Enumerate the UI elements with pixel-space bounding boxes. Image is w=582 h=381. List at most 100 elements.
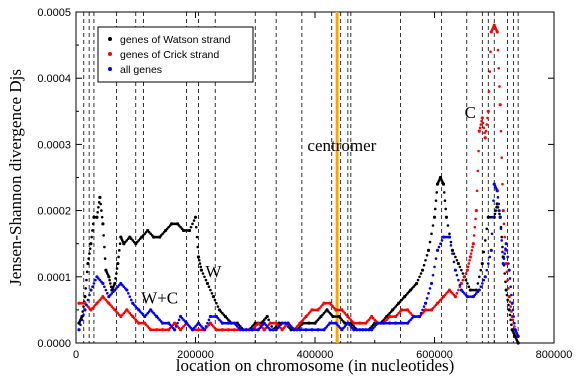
data-point [103,245,106,249]
data-point [504,288,508,292]
data-point [138,310,142,313]
data-point [480,116,484,120]
data-point [510,310,513,313]
y-tick-label: 0.0004 [37,73,71,85]
data-point [194,225,198,229]
data-point [437,245,441,249]
data-point [501,245,504,249]
data-point [213,298,217,302]
data-point [483,275,487,279]
data-point [262,318,266,322]
data-point [422,305,426,308]
data-point [204,278,208,282]
data-point [420,268,425,272]
data-point [500,156,504,159]
data-point [500,239,504,242]
data-point [92,282,96,285]
data-point [443,293,447,297]
data-point [510,301,514,305]
data-point [500,235,504,239]
data-point [81,310,85,313]
data-point [90,235,93,239]
data-point [83,295,87,299]
data-point [461,290,465,293]
data-point [473,293,477,297]
data-point [432,215,437,219]
data-point [477,288,481,292]
data-point [486,109,490,113]
data-point [100,209,103,212]
data-point [88,247,92,250]
data-point [192,326,196,330]
data-point [110,305,114,308]
data-point [328,311,332,315]
data-point [467,285,471,289]
data-point [283,325,287,328]
data-point [442,191,446,194]
data-point [433,305,436,308]
data-point [437,300,441,303]
data-point [394,305,397,308]
data-point [98,298,102,302]
data-point [216,316,220,320]
data-point [507,308,511,312]
data-point [455,273,459,277]
data-point [409,318,412,322]
data-point [316,318,320,322]
legend-label: genes of Crick strand [120,49,219,61]
data-point [203,275,206,279]
data-point [505,249,509,252]
data-point [168,323,172,327]
data-point [83,308,87,312]
data-point [129,237,133,241]
data-point [298,325,302,328]
data-point [193,215,198,219]
data-point [289,325,293,328]
data-point [489,248,493,252]
data-point [91,285,94,289]
data-point [168,326,172,330]
data-point [101,281,105,286]
data-point [319,305,323,308]
data-point [493,212,497,216]
legend: genes of Watson strand genes of Crick str… [97,26,254,83]
data-point [492,199,495,202]
data-point [253,325,257,328]
data-point [349,325,353,328]
data-point [206,321,209,325]
data-point [86,305,90,308]
data-point [513,321,516,325]
data-point [264,323,268,327]
data-point [385,318,389,322]
x-tick-label: 200000 [177,349,214,361]
data-point [474,209,478,213]
data-point [479,268,483,272]
data-point [89,242,93,246]
data-point [146,325,149,328]
data-point [433,265,436,269]
data-point [502,222,506,226]
data-point [198,262,202,265]
data-point [458,283,462,287]
data-point [439,298,442,302]
data-point [167,225,170,229]
data-point [453,295,458,299]
data-point [80,318,84,322]
data-point [97,277,100,280]
y-tick-label: 0.0002 [37,206,71,218]
data-point [451,292,454,295]
data-point [479,123,483,126]
data-point [227,318,230,322]
data-point [507,303,510,307]
legend-label: all genes [120,64,162,76]
data-point [486,116,489,120]
data-point [134,318,138,322]
data-point [188,325,191,328]
data-point [469,252,473,255]
data-point [506,278,509,282]
data-point [446,224,450,227]
data-point [373,318,377,322]
data-point [434,257,438,260]
data-point [265,314,269,319]
data-point [103,257,107,260]
